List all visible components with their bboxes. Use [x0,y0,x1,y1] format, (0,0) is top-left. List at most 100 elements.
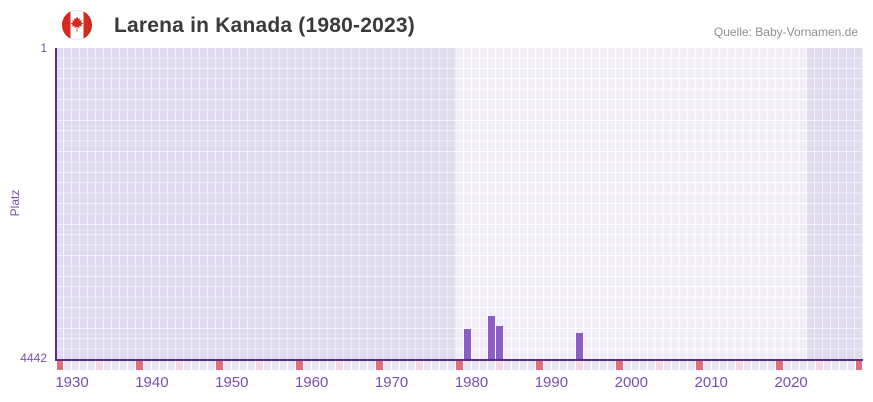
half-decade-tick-2005 [655,361,663,370]
decade-tick-2020 [775,361,783,370]
year-tick [687,361,695,370]
year-tick [567,361,575,370]
year-tick [527,361,535,370]
x-axis-label-1970: 1970 [374,374,409,391]
grid-band-no-data [56,48,456,360]
decade-tick-1960 [296,361,304,370]
x-axis-label-1980: 1980 [454,374,489,391]
half-decade-tick-1975 [416,361,424,370]
year-tick [328,361,336,370]
year-tick [631,361,639,370]
y-axis-line [54,48,57,360]
year-tick [448,361,455,370]
decade-tick-1970 [376,361,384,370]
year-tick [64,361,72,370]
year-tick [88,361,96,370]
decade-tick-1930 [56,361,64,370]
rank-bar-1995 [575,332,583,360]
decade-tick-1990 [535,361,543,370]
year-tick [320,361,328,370]
year-tick [583,361,591,370]
year-tick [104,361,112,370]
year-tick [463,361,471,370]
year-tick [791,361,799,370]
year-tick [272,361,280,370]
year-tick [280,361,288,370]
x-axis-label-2020: 2020 [774,374,808,391]
year-tick [144,361,152,370]
year-tick [312,361,320,370]
year-tick [112,361,120,370]
half-decade-tick-2025 [815,361,823,370]
year-tick [847,361,855,370]
x-axis-line [54,358,863,361]
y-axis-tick-bottom: 4442 [20,351,47,365]
year-tick [823,361,831,370]
year-tick [623,361,631,370]
year-tick [400,361,408,370]
year-tick [783,361,791,370]
year-tick [80,361,88,370]
year-tick [591,361,599,370]
year-tick [543,361,551,370]
year-tick [424,361,432,370]
year-tick [360,361,368,370]
year-tick [679,361,687,370]
year-tick [368,361,376,370]
x-axis-label-1990: 1990 [534,374,569,391]
x-axis-label-2000: 2000 [614,374,648,391]
year-tick [727,361,735,370]
chart-title: Larena in Kanada (1980-2023) [114,14,415,37]
year-tick [192,361,200,370]
year-tick [487,361,495,370]
year-tick [208,361,216,370]
y-axis-tick-top: 1 [40,41,47,55]
rank-bar-1984 [487,316,495,360]
half-decade-tick-1995 [575,361,583,370]
half-decade-tick-1945 [176,361,184,370]
year-tick [807,361,815,370]
year-tick [184,361,192,370]
year-tick [128,361,136,370]
year-tick [471,361,479,370]
year-tick [799,361,807,370]
x-axis-label-2010: 2010 [694,374,728,391]
source-attribution: Quelle: Baby-Vornamen.de [713,25,858,39]
x-axis-label-1930: 1930 [55,374,89,391]
year-tick [559,361,567,370]
grid-band-data-range [455,48,808,360]
rank-bar-1981 [463,329,471,360]
year-tick [671,361,679,370]
year-tick [503,361,511,370]
year-tick [647,361,655,370]
year-tick [440,361,447,370]
year-tick [72,361,80,370]
canada-flag-icon [62,10,92,40]
year-tick [344,361,352,370]
grid-band-no-data [807,48,863,360]
half-decade-tick-1985 [495,361,503,370]
year-tick [519,361,527,370]
year-tick [599,361,607,370]
decade-tick-2030 [855,361,863,370]
year-tick [392,361,400,370]
y-axis-title: Platz [8,189,22,217]
decade-tick-1940 [136,361,144,370]
year-tick [639,361,647,370]
year-tick [264,361,272,370]
half-decade-tick-1935 [96,361,104,370]
year-tick [120,361,128,370]
year-tick [831,361,839,370]
year-tick [352,361,360,370]
year-tick [839,361,847,370]
plot-area [56,48,863,360]
year-tick [751,361,759,370]
year-tick [479,361,487,370]
year-tick [288,361,296,370]
year-tick [384,361,392,370]
year-tick [240,361,248,370]
year-tick [232,361,240,370]
year-tick [152,361,160,370]
decade-tick-2000 [615,361,623,370]
